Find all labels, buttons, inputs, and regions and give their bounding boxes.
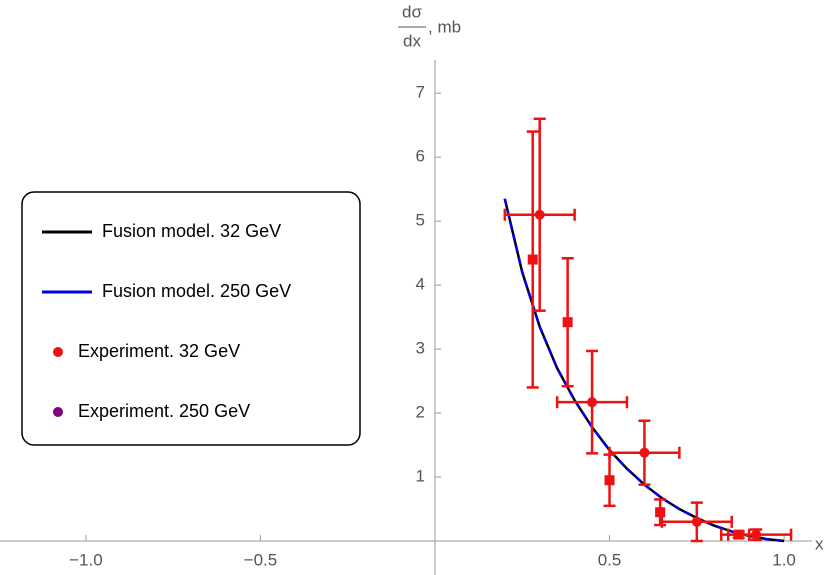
x-axis-label: x [815,534,824,553]
marker [534,209,545,220]
marker [733,529,744,540]
marker [691,516,702,527]
data-point [555,349,629,455]
y-axis-label: dσ dx , mb [398,2,461,50]
marker [527,254,538,265]
model-curve [503,198,785,543]
legend-label: Experiment. 250 GeV [78,401,250,421]
data-point [603,453,616,508]
x-tick-label: −0.5 [244,550,278,569]
data-point [503,117,576,312]
y-tick-label: 1 [416,467,425,486]
data-point [726,528,751,541]
y-tick-label: 5 [416,211,425,230]
x-tick-label: −1.0 [69,550,103,569]
y-label-numerator: dσ [402,2,422,21]
marker [604,475,615,486]
model-curve [503,198,785,543]
y-label-denominator: dx [403,31,421,50]
marker [639,447,650,458]
legend-swatch [53,347,63,357]
data-point [526,130,539,389]
legend-label: Fusion model. 32 GeV [102,221,281,241]
legend-label: Fusion model. 250 GeV [102,281,291,301]
x-tick-label: 1.0 [772,550,796,569]
y-tick-label: 2 [416,403,425,422]
marker [655,507,666,518]
y-tick-label: 7 [416,83,425,102]
y-tick-label: 4 [416,275,425,294]
data-point [660,501,733,543]
y-tick-label: 3 [416,339,425,358]
marker [587,397,598,408]
y-tick-label: 6 [416,147,425,166]
x-tick-label: 0.5 [598,550,622,569]
y-label-unit: , mb [428,17,461,36]
marker [562,317,573,328]
marker [751,529,762,540]
data-point [654,498,667,527]
legend-swatch [53,407,63,417]
data-point [608,419,681,486]
data-point [561,256,574,388]
legend-box [21,191,361,446]
legend-label: Experiment. 32 GeV [78,341,240,361]
